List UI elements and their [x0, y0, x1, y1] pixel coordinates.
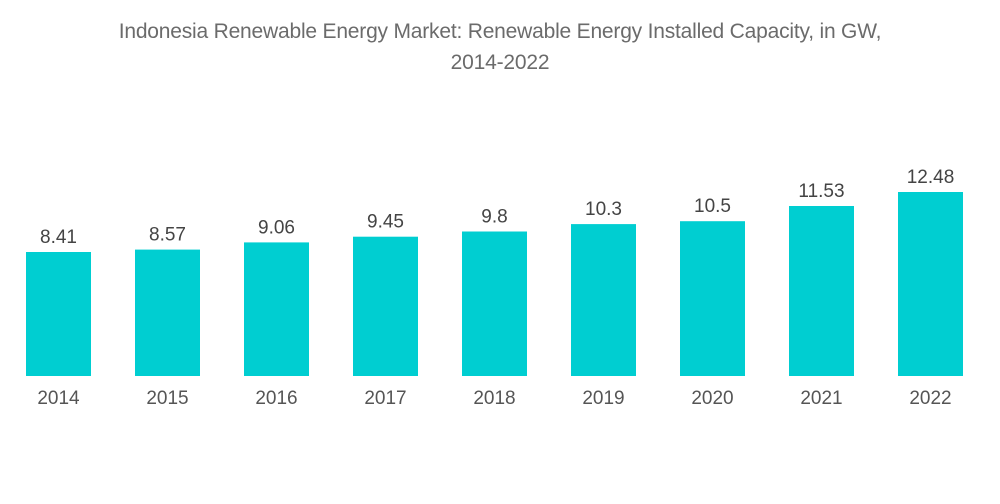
- x-tick-label-2022: 2022: [909, 388, 951, 409]
- bar-2022: [898, 192, 963, 376]
- value-label-2014: 8.41: [40, 227, 77, 248]
- x-tick-label-2017: 2017: [364, 388, 406, 409]
- bar-2017: [353, 236, 418, 376]
- chart-title: Indonesia Renewable Energy Market: Renew…: [0, 16, 1000, 78]
- bar-2018: [462, 231, 527, 376]
- bar-2016: [244, 242, 309, 376]
- value-label-2015: 8.57: [149, 225, 186, 246]
- chart-title-line-2: 2014-2022: [450, 51, 550, 74]
- x-tick-label-2015: 2015: [146, 388, 188, 409]
- value-label-2017: 9.45: [367, 212, 404, 233]
- bar-2021: [789, 206, 854, 376]
- x-tick-label-2021: 2021: [800, 388, 842, 409]
- value-labels-group: 8.41 8.57 9.06 9.45 9.8 10.3 10.5 11.53 12.48: [40, 167, 954, 248]
- bar-2015: [135, 249, 200, 376]
- value-label-2016: 9.06: [258, 217, 295, 238]
- x-tick-label-2014: 2014: [37, 388, 80, 409]
- bars-group: [26, 192, 963, 376]
- bar-2014: [26, 252, 91, 376]
- x-tick-label-2020: 2020: [691, 388, 733, 409]
- x-tick-label-2016: 2016: [255, 388, 297, 409]
- bar-2020: [680, 221, 745, 376]
- category-labels-group: 2014 2015 2016 2017 2018 2019 2020 2021 2022: [37, 388, 951, 409]
- value-label-2022: 12.48: [907, 167, 955, 188]
- value-label-2020: 10.5: [694, 196, 731, 217]
- x-tick-label-2018: 2018: [473, 388, 515, 409]
- bar-2019: [571, 224, 636, 376]
- value-label-2021: 11.53: [798, 181, 844, 202]
- value-label-2018: 9.8: [481, 207, 507, 228]
- value-label-2019: 10.3: [585, 199, 622, 220]
- chart-title-line-1: Indonesia Renewable Energy Market: Renew…: [118, 20, 882, 43]
- x-tick-label-2019: 2019: [582, 388, 624, 409]
